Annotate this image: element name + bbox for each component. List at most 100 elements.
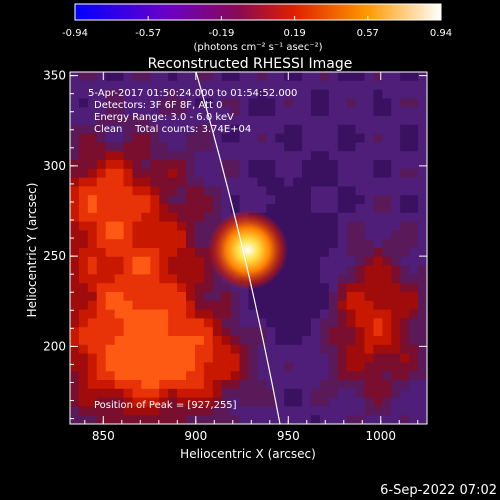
image-pixel bbox=[293, 336, 303, 346]
image-pixel bbox=[132, 415, 142, 424]
image-pixel bbox=[194, 380, 205, 390]
image-pixel bbox=[212, 353, 223, 363]
image-pixel bbox=[257, 406, 267, 416]
image-pixel bbox=[284, 327, 294, 337]
image-pixel bbox=[248, 415, 258, 424]
image-pixel bbox=[391, 80, 401, 90]
image-pixel bbox=[337, 353, 348, 363]
image-pixel bbox=[123, 362, 133, 372]
image-pixel bbox=[355, 406, 365, 416]
image-pixel bbox=[284, 177, 294, 187]
image-pixel bbox=[284, 89, 294, 99]
image-pixel bbox=[257, 380, 267, 390]
image-pixel bbox=[310, 327, 321, 337]
image-pixel bbox=[123, 89, 133, 99]
info-energy: Energy Range: 3.0 - 6.0 keV bbox=[94, 112, 234, 123]
image-pixel bbox=[105, 89, 116, 99]
image-pixel bbox=[310, 151, 321, 161]
image-pixel bbox=[114, 221, 124, 231]
image-pixel bbox=[284, 318, 294, 328]
image-pixel bbox=[159, 336, 169, 346]
image-pixel bbox=[418, 344, 427, 354]
image-pixel bbox=[194, 72, 205, 82]
image-pixel bbox=[337, 415, 348, 424]
image-pixel bbox=[186, 265, 196, 275]
image-pixel bbox=[212, 344, 223, 354]
image-pixel bbox=[382, 327, 392, 337]
image-pixel bbox=[293, 124, 303, 134]
image-pixel bbox=[78, 327, 89, 337]
image-pixel bbox=[364, 72, 374, 82]
image-pixel bbox=[105, 98, 116, 108]
image-pixel bbox=[203, 415, 214, 424]
image-pixel bbox=[221, 186, 232, 196]
image-pixel bbox=[87, 380, 98, 390]
image-pixel bbox=[248, 80, 258, 90]
image-pixel bbox=[302, 274, 312, 284]
image-pixel bbox=[78, 177, 89, 187]
image-pixel bbox=[150, 80, 160, 90]
image-pixel bbox=[78, 380, 89, 390]
image-pixel bbox=[328, 292, 339, 302]
image-pixel bbox=[70, 300, 80, 310]
image-pixel bbox=[248, 327, 258, 337]
image-pixel bbox=[87, 133, 98, 143]
image-pixel bbox=[302, 239, 312, 249]
image-pixel bbox=[364, 168, 374, 178]
image-pixel bbox=[257, 292, 267, 302]
image-pixel bbox=[364, 133, 374, 143]
image-pixel bbox=[114, 72, 124, 82]
image-pixel bbox=[123, 248, 133, 258]
image-pixel bbox=[159, 116, 169, 126]
image-pixel bbox=[114, 230, 124, 240]
image-pixel bbox=[266, 388, 276, 398]
image-pixel bbox=[310, 388, 321, 398]
image-pixel bbox=[168, 230, 178, 240]
image-pixel bbox=[123, 274, 133, 284]
image-pixel bbox=[194, 204, 205, 214]
image-pixel bbox=[328, 124, 339, 134]
image-pixel bbox=[346, 336, 357, 346]
image-pixel bbox=[319, 107, 330, 117]
image-pixel bbox=[275, 318, 285, 328]
image-pixel bbox=[400, 177, 410, 187]
plot-title: Reconstructed RHESSI Image bbox=[148, 56, 353, 72]
image-pixel bbox=[194, 142, 205, 152]
image-pixel bbox=[293, 371, 303, 381]
image-pixel bbox=[177, 186, 187, 196]
image-pixel bbox=[221, 380, 232, 390]
image-pixel bbox=[284, 371, 294, 381]
image-pixel bbox=[400, 195, 410, 205]
image-pixel bbox=[319, 151, 330, 161]
image-pixel bbox=[114, 406, 124, 416]
image-pixel bbox=[114, 344, 124, 354]
image-pixel bbox=[355, 177, 365, 187]
image-pixel bbox=[96, 388, 107, 398]
image-pixel bbox=[293, 248, 303, 258]
image-pixel bbox=[266, 107, 276, 117]
image-pixel bbox=[248, 72, 258, 82]
image-pixel bbox=[310, 239, 321, 249]
image-pixel bbox=[275, 151, 285, 161]
image-pixel bbox=[346, 256, 357, 266]
image-pixel bbox=[328, 177, 339, 187]
image-pixel bbox=[346, 406, 357, 416]
image-pixel bbox=[266, 142, 276, 152]
image-pixel bbox=[203, 89, 214, 99]
image-pixel bbox=[409, 124, 419, 134]
image-pixel bbox=[275, 344, 285, 354]
image-pixel bbox=[186, 300, 196, 310]
image-pixel bbox=[132, 212, 142, 222]
image-pixel bbox=[302, 397, 312, 407]
image-pixel bbox=[177, 397, 187, 407]
image-pixel bbox=[257, 300, 267, 310]
image-pixel bbox=[248, 336, 258, 346]
image-pixel bbox=[114, 380, 124, 390]
image-pixel bbox=[105, 133, 116, 143]
image-pixel bbox=[203, 388, 214, 398]
image-pixel bbox=[221, 204, 232, 214]
image-pixel bbox=[177, 151, 187, 161]
image-pixel bbox=[266, 133, 276, 143]
image-pixel bbox=[382, 292, 392, 302]
